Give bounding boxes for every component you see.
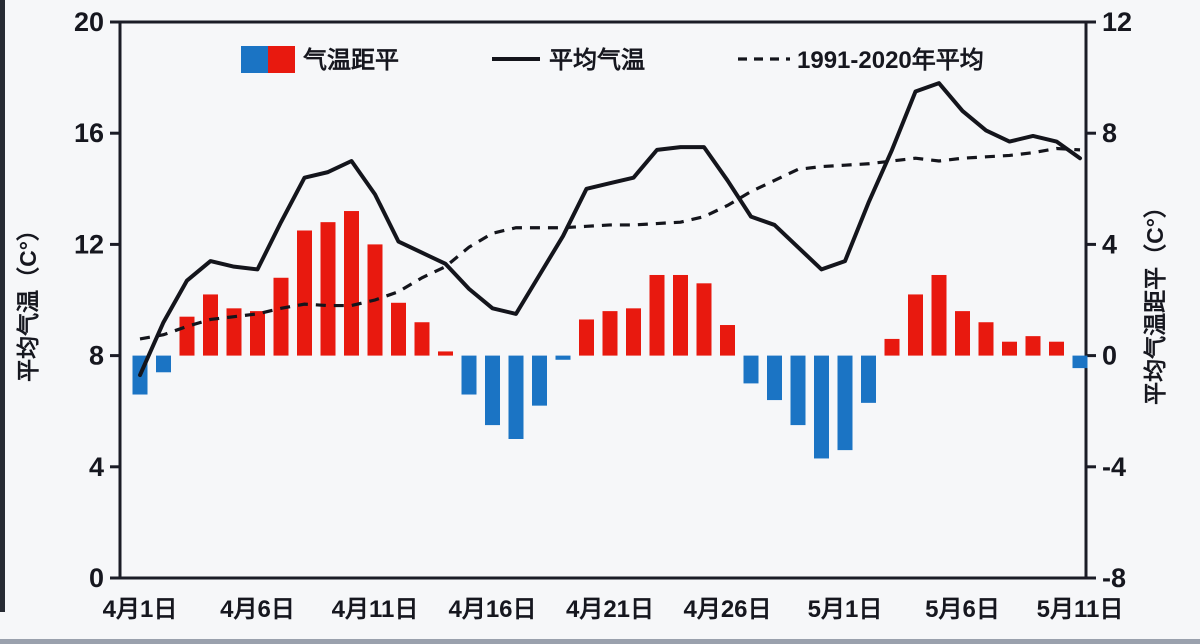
right-axis-tick-label: 0 — [1102, 341, 1117, 371]
anomaly-bar — [156, 355, 171, 373]
avg-temp-line — [138, 81, 1082, 378]
anomaly-bar — [1002, 341, 1017, 356]
x-axis-label: 5月6日 — [925, 596, 1000, 623]
x-axis-label: 4月1日 — [103, 596, 178, 623]
anomaly-bar — [297, 230, 312, 356]
anomaly-bar — [978, 322, 994, 356]
right-axis-tick-label: -8 — [1102, 563, 1126, 593]
anomaly-bar — [273, 277, 289, 356]
anomaly-bar — [555, 355, 571, 360]
x-axis-label: 5月11日 — [1037, 596, 1124, 623]
anomaly-bar — [391, 302, 406, 356]
anomaly-bar — [1025, 336, 1041, 356]
anomaly-bar — [1049, 341, 1064, 356]
anomaly-bar — [532, 355, 547, 406]
anomaly-bar — [908, 294, 923, 356]
anomaly-bar — [414, 322, 430, 356]
anomaly-bar — [955, 311, 970, 356]
anomaly-bar — [649, 274, 665, 356]
anomaly-bar — [884, 338, 900, 356]
anomaly-bar — [743, 355, 759, 384]
right-axis-title: 平均气温距平（C°） — [1142, 195, 1168, 405]
anomaly-bar — [814, 355, 829, 459]
anomaly-bar — [320, 222, 336, 356]
anomaly-bar — [179, 316, 195, 356]
anomaly-bar — [1072, 355, 1088, 369]
anomaly-bar — [579, 319, 594, 356]
left-axis-tick-label: 8 — [89, 341, 104, 371]
anomaly-bar — [203, 294, 218, 356]
x-axis-label: 4月11日 — [332, 596, 419, 623]
anomaly-bar — [626, 308, 641, 356]
anomaly-bar — [720, 325, 735, 356]
anomaly-bar — [861, 355, 876, 403]
legend-swatch-negative-anomaly — [241, 46, 268, 73]
right-axis-tick-label: -4 — [1102, 452, 1126, 482]
chart-generated-content: 0 4 8 12 16 20 -8 -4 0 4 8 12 4月1日 4月6日 4月11日 4月16日 4月21… — [74, 7, 1132, 623]
screen-edge-strip — [0, 0, 5, 612]
anomaly-bar — [438, 351, 453, 356]
x-axis-label: 4月21日 — [566, 596, 654, 623]
left-axis-title: 平均气温（C°） — [15, 218, 41, 382]
anomaly-bar — [790, 355, 806, 426]
right-axis-tick-label: 12 — [1102, 7, 1132, 37]
anomaly-bar — [461, 355, 477, 395]
anomaly-bar — [931, 274, 947, 356]
left-axis-tick-label: 20 — [74, 7, 104, 37]
legend: 气温距平 平均气温 1991-2020年平均 — [241, 46, 984, 74]
anomaly-bar — [673, 274, 688, 356]
legend-label-climate-mean: 1991-2020年平均 — [797, 46, 984, 74]
anomaly-bar — [696, 283, 712, 356]
anomaly-bar — [485, 355, 500, 426]
legend-label-average-temp: 平均气温 — [549, 46, 645, 74]
anomaly-bar — [226, 308, 242, 356]
left-axis-tick-label: 4 — [89, 452, 104, 482]
anomaly-bar — [508, 355, 524, 439]
anomaly-bar — [602, 311, 618, 356]
left-axis-tick-label: 0 — [89, 563, 104, 593]
legend-label-anomaly: 气温距平 — [302, 46, 399, 74]
left-axis-tick-label: 16 — [74, 118, 104, 148]
climate-mean-line — [139, 146, 1081, 341]
right-axis-tick-label: 4 — [1102, 229, 1117, 259]
screen-bottom-band — [0, 639, 1200, 644]
legend-swatch-positive-anomaly — [268, 46, 295, 73]
x-axis-label: 4月26日 — [683, 596, 771, 623]
anomaly-bar — [837, 355, 853, 451]
x-axis-label: 4月6日 — [220, 596, 295, 623]
right-axis-tick-label: 8 — [1102, 118, 1117, 148]
anomaly-bar — [344, 211, 359, 356]
anomaly-bar — [767, 355, 782, 401]
left-axis-tick-label: 12 — [74, 229, 104, 259]
anomaly-bar — [250, 311, 265, 356]
x-axis-label: 4月16日 — [448, 596, 536, 623]
plot-frame — [118, 20, 1088, 580]
x-axis-label: 5月1日 — [808, 596, 883, 623]
